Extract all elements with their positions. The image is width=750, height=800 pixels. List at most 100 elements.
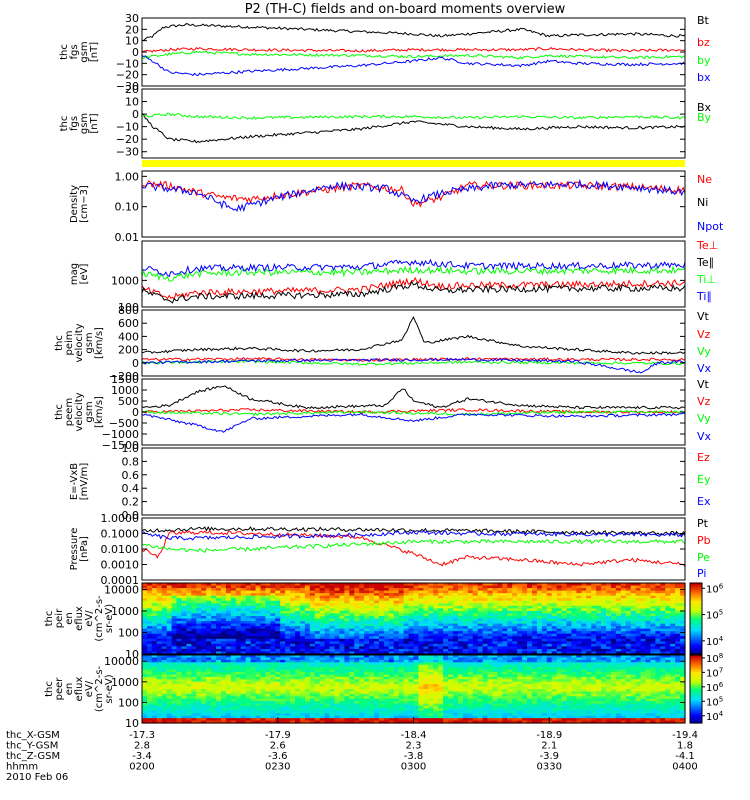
- legend-entry: Bt: [697, 14, 710, 27]
- y-tick-label: 100: [118, 696, 139, 709]
- y-tick-label: 1000: [111, 384, 139, 397]
- legend-entry: Vz: [697, 328, 711, 341]
- series-line-peem_velocity-0: [142, 385, 685, 410]
- legend-entry: Te∥: [696, 256, 714, 269]
- series-line-fgs_gsm-3: [142, 55, 685, 77]
- legend-entry: Ne: [697, 173, 712, 186]
- series-line-fgs_sm-0: [142, 112, 685, 144]
- y-axis-label: thcpeimvelocitygsm[km/s]: [54, 323, 105, 362]
- y-tick-label: 1000: [111, 605, 139, 618]
- y-axis-label: thcfgsgsm[nT]: [59, 41, 100, 62]
- y-axis-label: E=-VxB[mV/m]: [69, 463, 90, 501]
- legend-entry: Npot: [697, 220, 724, 233]
- y-tick-label: 600: [118, 317, 139, 330]
- legend-entry: Vz: [697, 395, 711, 408]
- legend-entry: Vx: [697, 362, 712, 375]
- date-label: 2010 Feb 06: [6, 772, 68, 783]
- series-line-peim_velocity-3: [142, 357, 685, 374]
- y-tick-label: 1000: [111, 274, 139, 287]
- y-tick-label: −20: [116, 69, 139, 82]
- legend-entry: Vy: [697, 345, 711, 358]
- x-row-label: thc_X-GSM: [6, 730, 60, 741]
- legend-entry: Bx: [697, 101, 712, 114]
- y-tick-label: 100: [118, 626, 139, 639]
- x-tick-label: -19.4: [672, 730, 698, 741]
- legend-entry: Pb: [697, 534, 711, 547]
- x-row-label: thc_Y-GSM: [6, 741, 58, 752]
- x-tick-label: 0330: [537, 762, 562, 773]
- y-tick-label: 10: [125, 35, 139, 48]
- x-tick-label: 2.8: [134, 741, 150, 752]
- y-axis-label: mag[eV]: [69, 263, 90, 285]
- legend-entry: Ez: [697, 451, 710, 464]
- plot-title: P2 (TH-C) fields and on-board moments ov…: [245, 2, 566, 17]
- series-line-peim_velocity-1: [142, 356, 685, 362]
- series-line-temperature-2: [142, 265, 685, 282]
- x-row-label: thc_Z-GSM: [6, 751, 60, 762]
- y-tick-label: −10: [116, 57, 139, 70]
- x-row-label: hhmm: [6, 762, 38, 773]
- y-tick-label: 0.0100: [101, 543, 140, 556]
- series-line-fgs_gsm-0: [142, 23, 685, 42]
- legend-entry: bx: [697, 71, 711, 84]
- y-tick-label: −20: [116, 133, 139, 146]
- x-tick-label: -3.9: [539, 751, 559, 762]
- legend-entry: Vt: [697, 310, 710, 323]
- y-tick-label: 0.8: [122, 455, 140, 468]
- y-tick-label: 0.0010: [101, 559, 140, 572]
- x-tick-label: 2.3: [406, 741, 422, 752]
- y-tick-label: 1000: [111, 676, 139, 689]
- y-tick-label: 0: [132, 108, 139, 121]
- series-line-temperature-1: [142, 280, 685, 304]
- y-tick-label: 0.0001: [101, 574, 140, 587]
- y-tick-label: 20: [125, 83, 139, 96]
- panel-efield: Ez Ey Ex 1.00.80.60.40.20.0 E=-VxB[mV/m]: [69, 442, 711, 522]
- y-tick-label: 1500: [111, 373, 139, 386]
- x-tick-label: -17.3: [129, 730, 155, 741]
- legend-entry: bz: [697, 36, 710, 49]
- legend-entry: Vt: [697, 378, 710, 391]
- y-tick-label: 10: [125, 96, 139, 109]
- legend-entry: Ey: [697, 473, 711, 486]
- y-tick-label: −10: [116, 121, 139, 134]
- legend-entry: by: [697, 54, 711, 67]
- y-tick-label: −200: [109, 370, 139, 383]
- panel-frame: [141, 447, 686, 516]
- series-line-pressure-1: [142, 529, 685, 567]
- colorbar-tick-label: 104: [706, 635, 724, 648]
- y-tick-label: −500: [109, 417, 139, 430]
- series-line-pressure-2: [142, 538, 685, 553]
- series-line-temperature-3: [142, 258, 685, 278]
- legend-entry: By: [697, 111, 712, 124]
- y-tick-label: 0: [132, 406, 139, 419]
- y-axis-label: thcpeerenefluxeV/(cm^2-s-sr-eV): [44, 665, 115, 712]
- colorbar-tick-label: 105: [706, 609, 723, 622]
- legend-entry: Pi: [697, 567, 706, 580]
- y-tick-label: −1500: [102, 439, 139, 452]
- y-tick-label: 1.0000: [101, 512, 140, 525]
- y-tick-label: 0.4: [122, 482, 140, 495]
- y-tick-label: 500: [118, 395, 139, 408]
- y-tick-label: 0.2: [122, 496, 140, 509]
- legend-entry: Ex: [697, 495, 711, 508]
- y-tick-label: 10: [125, 717, 139, 730]
- y-tick-label: 100: [118, 301, 139, 314]
- panel-frame: [141, 170, 686, 238]
- x-tick-label: -3.4: [132, 751, 152, 762]
- y-tick-label: 30: [125, 12, 139, 25]
- y-axis-label: thcfgsgsm[nT]: [59, 113, 100, 134]
- panel-frame: [141, 240, 686, 308]
- panel-frame: [141, 582, 686, 655]
- spectrogram-peer_eflux: [142, 655, 686, 724]
- panel-temperature: Te⊥ Te∥ Ti⊥ Ti∥ 1000 100 mag[eV]: [69, 239, 718, 314]
- y-tick-label: 10000: [104, 583, 139, 596]
- panel-density: Ne Ni Npot 1.00 0.10 0.01 Density[cm−3]: [69, 170, 724, 244]
- series-line-peem_velocity-1: [142, 408, 685, 414]
- legend-entry: Ti⊥: [696, 273, 716, 286]
- panel-pressure: Pt Pb Pe Pi 1.0000 0.1000 0.0100 0.0010 0.0001 Pr…: [69, 512, 711, 587]
